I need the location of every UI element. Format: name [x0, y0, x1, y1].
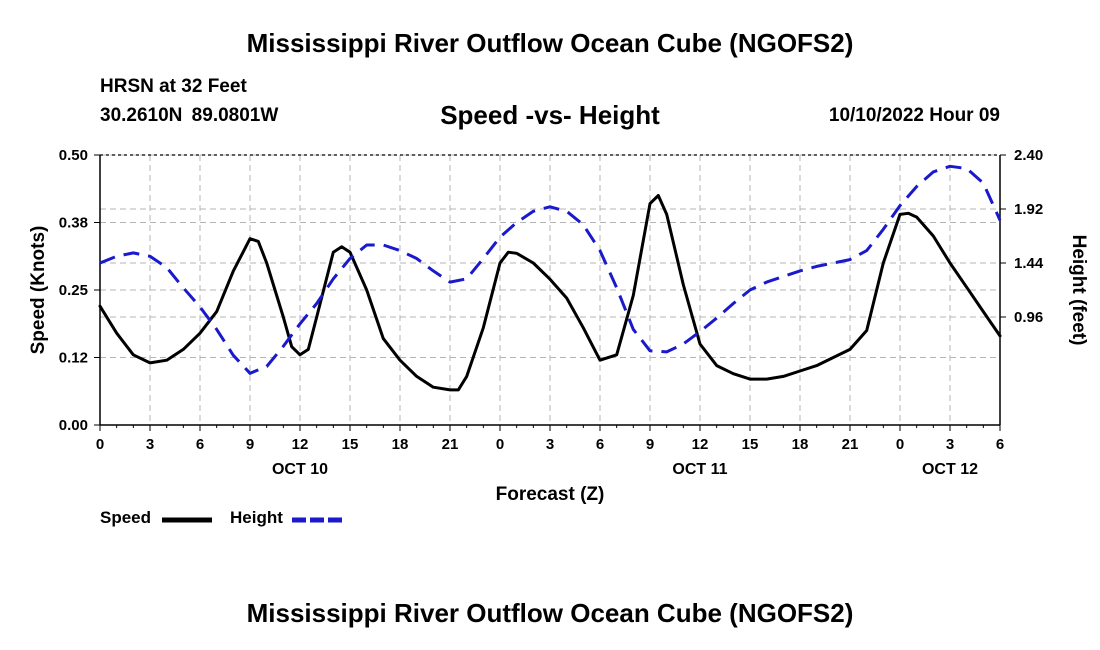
x-tick-label: 0: [96, 436, 104, 453]
y2-tick-label: 1.44: [1014, 255, 1044, 272]
y2-tick-label: 2.40: [1014, 147, 1043, 164]
x-tick-label: 21: [442, 436, 459, 453]
x-tick-label: 15: [342, 436, 359, 453]
x-day-label: OCT 10: [272, 461, 328, 478]
x-tick-label: 3: [146, 436, 154, 453]
y-tick-label: 0.12: [59, 350, 88, 367]
chart-main-title: Mississippi River Outflow Ocean Cube (NG…: [246, 28, 854, 58]
legend-speed-label: Speed: [100, 508, 152, 527]
y2-tick-label: 1.92: [1014, 201, 1043, 218]
x-tick-label: 6: [596, 436, 604, 453]
x-tick-label: 12: [692, 436, 709, 453]
x-tick-label: 6: [196, 436, 204, 453]
legend-height-label: Height: [230, 508, 283, 527]
chart-footer-title: Mississippi River Outflow Ocean Cube (NG…: [246, 598, 854, 628]
x-tick-label: 6: [996, 436, 1004, 453]
x-tick-label: 9: [646, 436, 654, 453]
y-tick-label: 0.25: [59, 282, 88, 299]
speed-series-line: [98, 194, 1002, 392]
x-day-label: OCT 12: [922, 461, 978, 478]
x-tick-label: 3: [946, 436, 954, 453]
height-series-line: [99, 164, 1002, 375]
y2-tick-label: 0.96: [1014, 309, 1043, 326]
y-tick-label: 0.38: [59, 215, 88, 232]
x-tick-label: 9: [246, 436, 254, 453]
x-tick-label: 0: [496, 436, 504, 453]
speed-height-chart: 0 3 6 9 12 15 18 21 0 3 6 9 12 15 18 21 0 3 6 OCT 10 OCT 11 O…: [28, 147, 1089, 523]
x-tick-label: 21: [842, 436, 859, 453]
forecast-run-time: 10/10/2022 Hour 09: [828, 105, 1000, 126]
x-day-label: OCT 11: [672, 461, 727, 478]
x-tick-label: 3: [546, 436, 554, 453]
y2-axis-label: Height (feet): [1068, 235, 1089, 346]
y-tick-label: 0.00: [59, 417, 88, 434]
x-tick-label: 18: [792, 436, 809, 453]
x-tick-label: 15: [742, 436, 759, 453]
station-name: HRSN at 32 Feet: [100, 76, 247, 97]
x-axis-label: Forecast (Z): [496, 484, 605, 505]
x-tick-label: 0: [896, 436, 904, 453]
chart-subtitle: Speed -vs- Height: [440, 100, 660, 130]
x-tick-label: 12: [292, 436, 309, 453]
x-tick-label: 18: [392, 436, 409, 453]
y-axis-label: Speed (Knots): [28, 226, 49, 355]
y-tick-label: 0.50: [59, 147, 88, 164]
station-coordinates: 30.2610N 89.0801W: [100, 105, 279, 126]
